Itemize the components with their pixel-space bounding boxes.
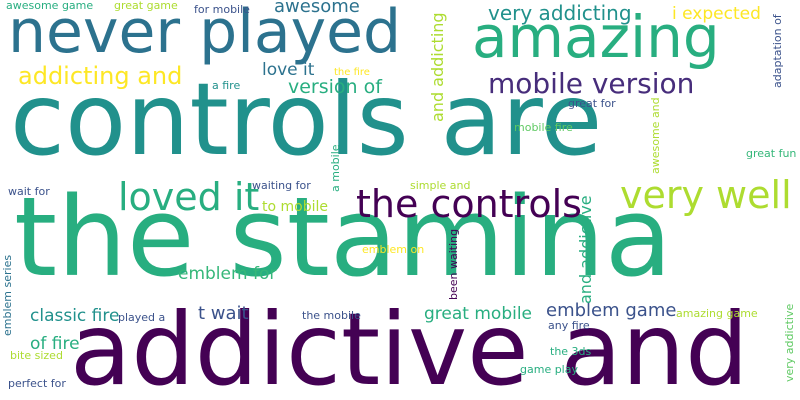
word-and-addictive: and addictive <box>576 195 595 304</box>
word-for-mobile: for mobile <box>194 3 250 16</box>
word-of-fire: of fire <box>30 334 80 354</box>
word-love-it: love it <box>262 60 315 80</box>
word-addicting-and: addicting and <box>18 62 183 90</box>
word-controls-are: controls are <box>10 61 603 178</box>
word-classic-fire: classic fire <box>30 306 120 326</box>
word-to-mobile: to mobile <box>262 199 328 215</box>
word-adaptation-of: adaptation of <box>771 14 784 88</box>
word-emblem-for: emblem for <box>178 264 277 284</box>
word-and-addicting: and addicting <box>428 12 447 122</box>
word-i-expected: i expected <box>672 4 761 24</box>
word-mobile-version: mobile version <box>488 67 695 100</box>
word-played-a: played a <box>118 311 166 324</box>
word-emblem-on: emblem on <box>362 243 425 256</box>
word-the-stamina: the stamina <box>14 173 673 301</box>
word-any-fire: any fire <box>548 319 590 332</box>
word-awesome-game: awesome game <box>6 0 94 12</box>
word-version-of: version of <box>288 76 382 98</box>
word-a-fire: a fire <box>212 79 241 92</box>
word-loved-it: loved it <box>118 175 260 219</box>
word-wait-for: wait for <box>8 185 50 198</box>
word-very-well: very well <box>620 173 792 217</box>
word-very-addicting: very addicting <box>488 1 632 25</box>
word-emblem-series: emblem series <box>1 254 14 336</box>
word-amazing-game: amazing game <box>676 307 758 320</box>
word-never-played: never played <box>8 0 402 67</box>
word-bite-sized: bite sized <box>10 349 63 362</box>
word-been-waiting: been waiting <box>447 228 460 300</box>
word-the-controls: the controls <box>356 182 582 226</box>
word-mobile-fire: mobile fire <box>514 121 573 134</box>
word-awesome-and: awesome and <box>649 97 662 174</box>
word-amazing: amazing <box>472 3 720 71</box>
word-addictive-and: addictive and <box>70 291 749 400</box>
word-simple-and: simple and <box>410 179 471 192</box>
word-great-mobile: great mobile <box>424 304 533 324</box>
word-great-fun: great fun <box>746 147 797 160</box>
word-the-mobile: the mobile <box>302 309 361 322</box>
word-t-wait: t wait <box>198 303 249 324</box>
word-the-3ds: the 3ds <box>550 345 592 358</box>
word-the-fire: the fire <box>334 67 370 78</box>
word-great-for: great for <box>568 97 616 110</box>
word-very-addictive: very addictive <box>783 303 796 382</box>
word-waiting-for: waiting for <box>252 179 311 192</box>
word-game-play: game play <box>520 363 578 376</box>
word-perfect-for: perfect for <box>8 377 66 390</box>
word-awesome: awesome <box>274 0 360 17</box>
word-great-game: great game <box>114 0 178 12</box>
word-a-mobile: a mobile <box>329 144 342 192</box>
word-emblem-game: emblem game <box>546 300 677 321</box>
